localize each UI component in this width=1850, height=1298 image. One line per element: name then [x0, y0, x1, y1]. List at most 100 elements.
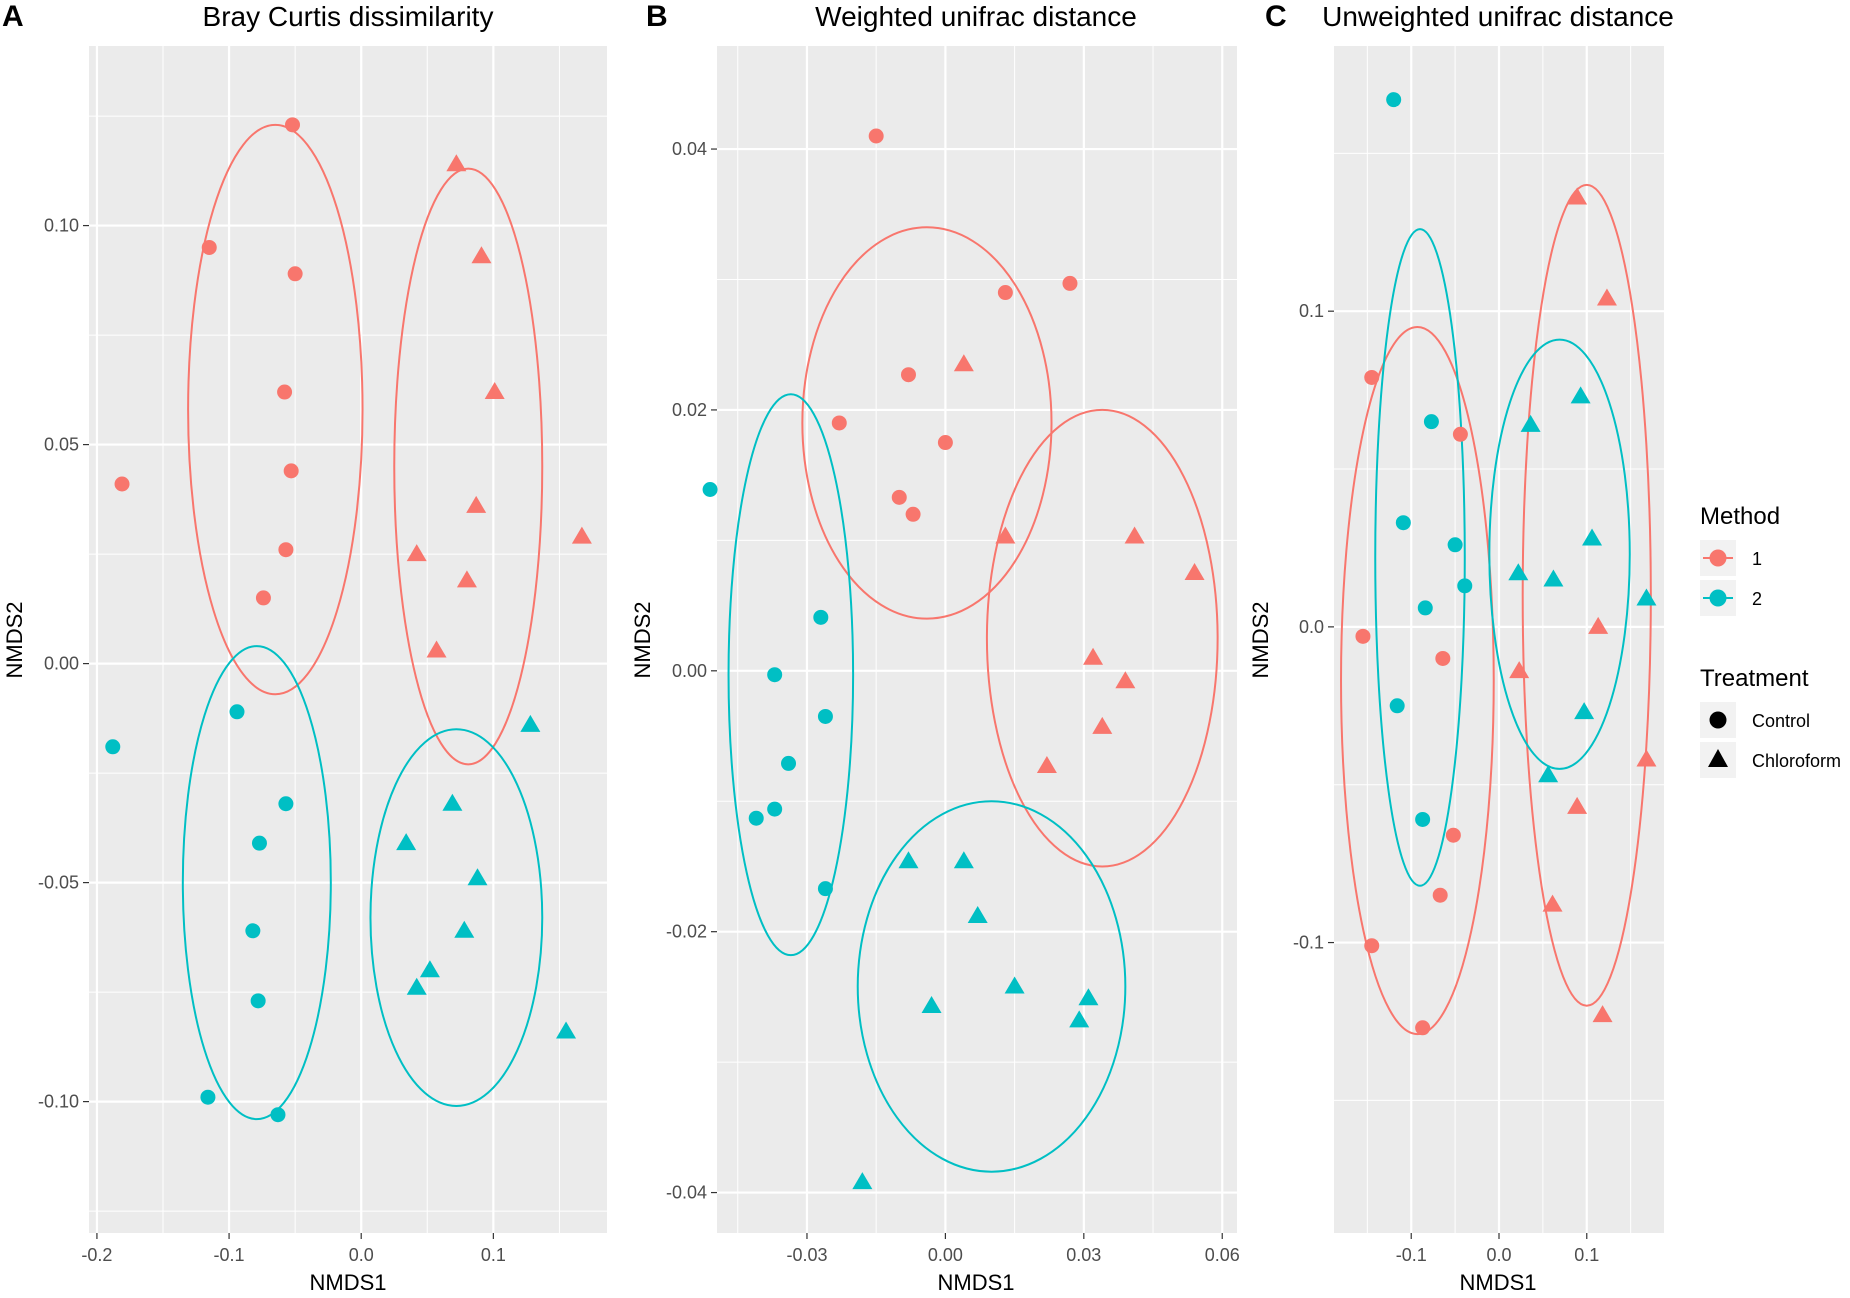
point-chloroform-method-1: [953, 354, 974, 372]
point-control-method-2: [105, 739, 121, 755]
x-tick-label: 0.1: [481, 1245, 506, 1265]
panel-title: Weighted unifrac distance: [815, 1, 1137, 32]
point-chloroform-method-2: [1538, 765, 1559, 783]
point-chloroform-method-1: [426, 640, 447, 658]
point-chloroform-method-2: [454, 920, 475, 938]
point-control-method-2: [817, 881, 833, 897]
point-control-method-1: [1355, 628, 1371, 644]
point-control-method-2: [813, 609, 829, 625]
x-axis-title: NMDS1: [309, 1270, 386, 1295]
point-chloroform-method-2: [442, 793, 463, 811]
x-tick-label: -0.1: [1396, 1245, 1427, 1265]
point-control-method-1: [1452, 426, 1468, 442]
point-control-method-2: [1389, 698, 1405, 714]
point-control-method-2: [748, 810, 764, 826]
point-chloroform-method-2: [520, 714, 541, 732]
point-control-method-2: [270, 1107, 286, 1123]
y-tick-label: 0.04: [672, 139, 707, 159]
point-control-method-2: [251, 835, 267, 851]
point-chloroform-method-2: [556, 1021, 577, 1039]
point-control-method-1: [1435, 650, 1451, 666]
ellipse-method-1-chloroform: [985, 408, 1219, 868]
point-control-method-2: [278, 796, 294, 812]
point-control-method-2: [817, 708, 833, 724]
point-chloroform-method-1: [1124, 526, 1145, 544]
legend-key-point: [1709, 549, 1727, 567]
legend-item-control: Control: [1700, 702, 1810, 738]
ellipse-method-2-chloroform: [369, 728, 544, 1107]
y-tick-label: 0.00: [44, 654, 79, 674]
y-tick-label: -0.04: [666, 1183, 707, 1203]
x-axis-title: NMDS1: [1459, 1270, 1536, 1295]
point-chloroform-method-1: [995, 526, 1016, 544]
point-control-method-2: [1457, 578, 1473, 594]
point-chloroform-method-2: [419, 960, 440, 978]
point-chloroform-method-1: [1596, 288, 1617, 306]
point-chloroform-method-2: [1636, 588, 1657, 606]
y-tick-label: 0.1: [1299, 301, 1324, 321]
point-control-method-1: [1432, 887, 1448, 903]
legend-item-chloroform: Chloroform: [1700, 742, 1841, 778]
legend-method-title: Method: [1700, 503, 1780, 530]
panel-b: -0.03 0.00 0.03 0.06-0.04-0.020.000.020.04 …: [630, 0, 1240, 1295]
point-control-method-1: [900, 367, 916, 383]
x-tick-label: 0.06: [1205, 1245, 1240, 1265]
legend-label: Control: [1752, 711, 1810, 731]
point-control-method-1: [937, 435, 953, 451]
point-control-method-2: [1447, 537, 1463, 553]
ellipse-method-2-control: [181, 645, 332, 1121]
point-control-method-1: [1062, 275, 1078, 291]
point-chloroform-method-2: [852, 1172, 873, 1190]
point-chloroform-method-1: [1567, 796, 1588, 814]
ellipse-method-1-control: [187, 123, 364, 696]
point-chloroform-method-2: [1582, 528, 1603, 546]
y-tick-label: 0.02: [672, 400, 707, 420]
point-chloroform-method-2: [1570, 386, 1591, 404]
panel-letter: B: [646, 0, 668, 33]
point-control-method-2: [767, 667, 783, 683]
point-chloroform-method-2: [1078, 988, 1099, 1006]
point-control-method-1: [1415, 1020, 1431, 1036]
point-control-method-1: [868, 128, 884, 144]
point-chloroform-method-1: [1115, 671, 1136, 689]
y-tick-label: -0.1: [1293, 933, 1324, 953]
point-control-method-2: [229, 704, 245, 720]
panel-title: Unweighted unifrac distance: [1322, 1, 1674, 32]
point-chloroform-method-2: [898, 851, 919, 869]
legend-treatment-title: Treatment: [1700, 665, 1809, 692]
x-tick-label: 0.1: [1574, 1245, 1599, 1265]
point-chloroform-method-2: [396, 833, 417, 851]
point-chloroform-method-1: [1036, 756, 1057, 774]
point-control-method-2: [702, 481, 718, 497]
legend-label: 2: [1752, 589, 1762, 609]
plot-background: [717, 46, 1237, 1233]
point-chloroform-method-2: [967, 906, 988, 924]
legend-item-method-1: 1: [1700, 540, 1762, 576]
point-control-method-2: [250, 993, 266, 1009]
ellipse-method-2-control: [1374, 228, 1466, 887]
legend: Method 1 2 Treatment Control Chloroform: [1700, 503, 1841, 778]
point-chloroform-method-1: [466, 495, 487, 513]
ellipse-method-1-chloroform: [1521, 183, 1652, 1007]
point-chloroform-method-2: [406, 977, 427, 995]
point-control-method-1: [278, 542, 294, 558]
point-chloroform-method-1: [471, 246, 492, 264]
point-chloroform-method-1: [1636, 749, 1657, 767]
ellipse-method-2-chloroform: [1488, 338, 1631, 770]
x-tick-label: -0.2: [81, 1245, 112, 1265]
ellipse-method-2-control: [727, 393, 855, 957]
y-tick-label: 0.10: [44, 216, 79, 236]
point-control-method-1: [1364, 369, 1380, 385]
point-chloroform-method-2: [921, 996, 942, 1014]
y-tick-label: 0.05: [44, 435, 79, 455]
point-chloroform-method-1: [1083, 647, 1104, 665]
point-chloroform-method-1: [1592, 1005, 1613, 1023]
point-control-method-1: [997, 285, 1013, 301]
legend-key-point: [1709, 589, 1727, 607]
point-control-method-1: [905, 506, 921, 522]
point-chloroform-method-2: [1069, 1010, 1090, 1028]
ellipse-method-1-control: [801, 226, 1053, 620]
point-control-method-2: [245, 923, 261, 939]
point-chloroform-method-2: [1543, 569, 1564, 587]
